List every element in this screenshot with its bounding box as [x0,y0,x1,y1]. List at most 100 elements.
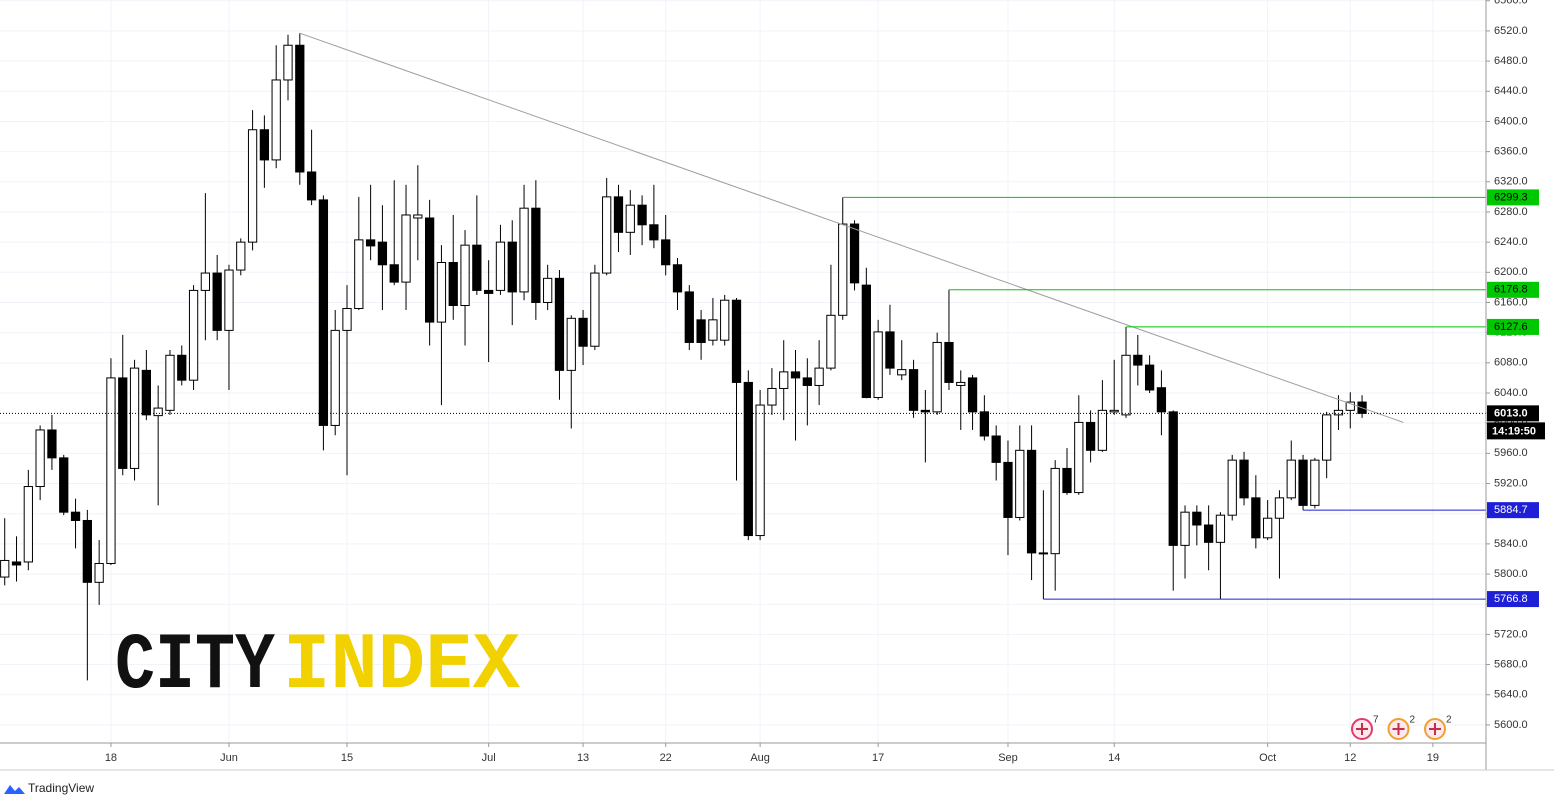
x-tick-label: Sep [998,752,1018,764]
candle-body [129,367,140,469]
y-tick-label: 6400.0 [1494,115,1528,127]
candle-body [1097,409,1108,451]
candle-body [1180,511,1190,546]
candle-body [484,289,494,294]
y-tick-label: 5800.0 [1494,568,1528,580]
candle-body [767,387,777,406]
candle-body [365,239,376,247]
event-count: 2 [1446,715,1452,726]
candle-body [1062,467,1072,494]
candle-body [1333,409,1344,416]
candle-body [1144,364,1155,391]
y-tick-label: 5720.0 [1494,628,1528,640]
y-tick-label: 6240.0 [1494,236,1528,248]
candle-body [637,204,647,226]
candle-body [826,314,836,369]
y-tick-label: 5920.0 [1494,477,1528,489]
x-tick-label: 17 [872,752,884,764]
candle-body [708,319,718,341]
candle-body [1074,421,1084,494]
logo-city: CITY [115,621,275,712]
candle-body [283,44,293,81]
candle-body [1038,552,1049,555]
candle-body [838,223,848,316]
candle-body [330,329,340,426]
x-tick-label: 14 [1108,752,1120,764]
y-tick-label: 6520.0 [1494,25,1528,37]
x-tick-label: Oct [1259,752,1276,764]
candle-body [908,369,919,411]
level-label-box [1487,281,1539,298]
candle-body [613,196,624,233]
y-tick-label: 6360.0 [1494,146,1528,158]
candle-body [23,486,33,563]
candle-body [920,409,930,413]
candle-body [495,241,506,291]
candle-body [70,511,81,521]
candle-body [566,317,576,371]
event-flag [1356,723,1368,735]
candle-body [1345,401,1355,411]
candle-body [861,284,871,399]
level-label-box [1487,189,1539,206]
y-tick-label: 5640.0 [1494,689,1528,701]
candle-body [342,308,352,331]
candle-body [814,367,824,386]
event-flag [1392,723,1405,735]
candle-body [306,171,317,201]
candle-body [94,562,104,583]
candle-body [1310,459,1320,506]
trendline [299,32,1404,423]
level-label-box [1487,591,1539,608]
candle-body [554,277,565,371]
y-tick-label: 5840.0 [1494,538,1528,550]
candle-body [779,371,789,389]
candle-body [259,129,270,161]
last-price-label: 6013.0 [1494,407,1528,419]
x-tick-label: 22 [660,752,672,764]
candle-body [436,262,447,323]
candle-body [1015,449,1025,518]
event-count: 7 [1373,715,1379,726]
candle-body [1192,511,1202,526]
candle-body [1251,497,1261,539]
candle-body [944,341,954,383]
y-tick-label: 6560.0 [1494,0,1528,7]
candle-body [932,341,942,413]
event-count: 2 [1410,715,1416,726]
y-tick-label: 6320.0 [1494,176,1528,188]
x-tick-label: 19 [1427,752,1439,764]
axis: 5600.05640.05680.05720.05760.05800.05840… [105,0,1545,764]
candle-body [1109,409,1119,413]
candle-body [543,277,553,303]
y-tick-label: 6160.0 [1494,296,1528,308]
candle-body [472,244,482,291]
candle-body [661,239,671,266]
candle-body [1215,514,1226,543]
x-tick-label: Aug [750,752,770,764]
candle-body [59,457,69,513]
candle-body [743,381,753,537]
candle-body [1322,414,1332,461]
candle-body [460,244,470,306]
x-tick-label: Jul [482,752,496,764]
x-tick-label: 13 [577,752,589,764]
candle-body [212,272,222,331]
candle-body [696,319,706,343]
candle-body [1239,459,1249,499]
candle-body [0,559,10,578]
candle-body [731,299,742,383]
candle-body [448,262,458,306]
candle-body [1263,517,1273,539]
candle-body [1085,421,1096,451]
candle-body [649,224,659,241]
footer-text[interactable]: TradingView [28,781,94,795]
grid [0,0,1486,743]
level-label: 6176.8 [1494,284,1528,296]
countdown-label: 14:19:50 [1492,425,1536,437]
candle-body [118,377,128,469]
event-flag [1429,723,1441,735]
candle-body [236,241,246,271]
candle-body [141,369,151,416]
